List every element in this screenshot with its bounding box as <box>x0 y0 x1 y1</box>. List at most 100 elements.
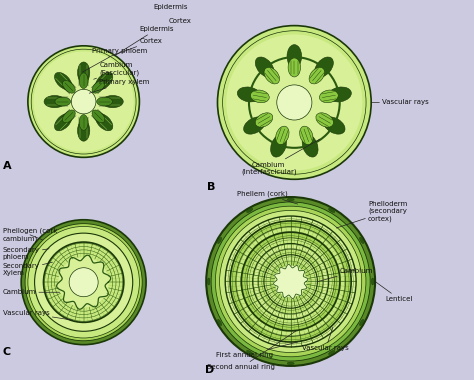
Circle shape <box>236 226 346 336</box>
Circle shape <box>219 211 362 353</box>
Polygon shape <box>56 255 110 309</box>
Ellipse shape <box>328 350 335 355</box>
Ellipse shape <box>95 114 113 131</box>
Ellipse shape <box>287 362 294 365</box>
Circle shape <box>241 232 340 331</box>
Text: Cambium: Cambium <box>3 289 60 295</box>
Ellipse shape <box>360 319 364 326</box>
Ellipse shape <box>79 115 88 130</box>
Text: B: B <box>207 182 215 192</box>
Circle shape <box>226 35 363 171</box>
Ellipse shape <box>328 87 351 102</box>
Circle shape <box>206 197 375 366</box>
Text: Phelloderm
(secondary
cortex): Phelloderm (secondary cortex) <box>337 201 407 228</box>
Circle shape <box>21 220 146 345</box>
Text: Primary xylem: Primary xylem <box>89 79 150 93</box>
Text: A: A <box>3 160 11 171</box>
Circle shape <box>28 226 139 338</box>
Ellipse shape <box>287 198 294 201</box>
Ellipse shape <box>218 319 222 326</box>
Circle shape <box>211 202 370 361</box>
Circle shape <box>225 216 356 347</box>
Ellipse shape <box>287 44 301 68</box>
Text: Phellogen (cork
cambium): Phellogen (cork cambium) <box>3 228 57 242</box>
Text: Secondary
phloem: Secondary phloem <box>3 247 49 260</box>
Text: Cortex: Cortex <box>109 38 162 57</box>
Ellipse shape <box>276 126 289 144</box>
Ellipse shape <box>95 73 113 90</box>
Ellipse shape <box>255 57 274 77</box>
Ellipse shape <box>44 95 65 108</box>
Ellipse shape <box>309 67 325 84</box>
Ellipse shape <box>246 208 253 212</box>
Ellipse shape <box>323 117 345 134</box>
Ellipse shape <box>92 81 105 93</box>
Circle shape <box>59 257 109 307</box>
Circle shape <box>218 25 371 179</box>
Text: Cortex: Cortex <box>169 18 191 24</box>
Ellipse shape <box>250 90 269 103</box>
Ellipse shape <box>55 73 72 90</box>
Text: D: D <box>205 365 214 375</box>
Text: Primary phloem: Primary phloem <box>82 48 147 72</box>
Text: Secondary
Xylem: Secondary Xylem <box>3 262 53 276</box>
Ellipse shape <box>208 278 210 285</box>
Ellipse shape <box>264 67 280 84</box>
Ellipse shape <box>372 278 374 285</box>
Text: Epidermis: Epidermis <box>114 26 174 56</box>
Circle shape <box>247 238 334 325</box>
Text: Cambium
(Interfascicular): Cambium (Interfascicular) <box>241 139 320 175</box>
Ellipse shape <box>271 135 286 157</box>
Ellipse shape <box>244 117 265 134</box>
Ellipse shape <box>79 73 88 89</box>
Ellipse shape <box>92 110 105 123</box>
Ellipse shape <box>237 87 261 102</box>
Circle shape <box>277 85 312 120</box>
Ellipse shape <box>218 238 222 244</box>
Circle shape <box>69 268 98 297</box>
Ellipse shape <box>328 208 335 212</box>
Text: C: C <box>3 347 11 357</box>
Text: Vascular rays: Vascular rays <box>371 100 429 106</box>
Ellipse shape <box>55 114 72 131</box>
Ellipse shape <box>97 97 112 106</box>
Circle shape <box>270 260 312 302</box>
Text: Cambium
(Fascicular): Cambium (Fascicular) <box>94 62 139 79</box>
Text: Epidermis: Epidermis <box>154 5 188 11</box>
Text: Vascular rays: Vascular rays <box>3 310 73 320</box>
Ellipse shape <box>316 113 334 127</box>
Text: Vascular rays: Vascular rays <box>302 327 349 352</box>
Circle shape <box>264 255 318 308</box>
Circle shape <box>215 206 366 357</box>
Ellipse shape <box>78 120 90 141</box>
Text: Lenticel: Lenticel <box>375 282 413 302</box>
Circle shape <box>34 51 134 152</box>
Ellipse shape <box>319 90 338 103</box>
Circle shape <box>28 46 139 157</box>
Ellipse shape <box>55 97 71 106</box>
Circle shape <box>69 268 98 297</box>
Ellipse shape <box>63 81 75 93</box>
Text: Second annual ring: Second annual ring <box>208 331 296 370</box>
Ellipse shape <box>78 62 90 83</box>
Circle shape <box>44 242 124 322</box>
Ellipse shape <box>63 110 75 123</box>
Circle shape <box>35 233 133 331</box>
Ellipse shape <box>302 135 318 157</box>
Circle shape <box>277 85 312 120</box>
Circle shape <box>253 244 328 320</box>
Ellipse shape <box>315 57 333 77</box>
Ellipse shape <box>300 126 313 144</box>
Polygon shape <box>273 264 308 299</box>
Ellipse shape <box>102 95 123 108</box>
Text: First annual ring: First annual ring <box>217 342 298 358</box>
Ellipse shape <box>360 238 364 244</box>
Text: Cambium: Cambium <box>318 268 374 282</box>
Circle shape <box>72 89 96 114</box>
Ellipse shape <box>255 113 273 127</box>
Circle shape <box>258 249 323 314</box>
Ellipse shape <box>288 58 301 77</box>
Ellipse shape <box>246 350 253 355</box>
Circle shape <box>230 221 351 342</box>
Text: Phellem (cork): Phellem (cork) <box>237 190 298 204</box>
